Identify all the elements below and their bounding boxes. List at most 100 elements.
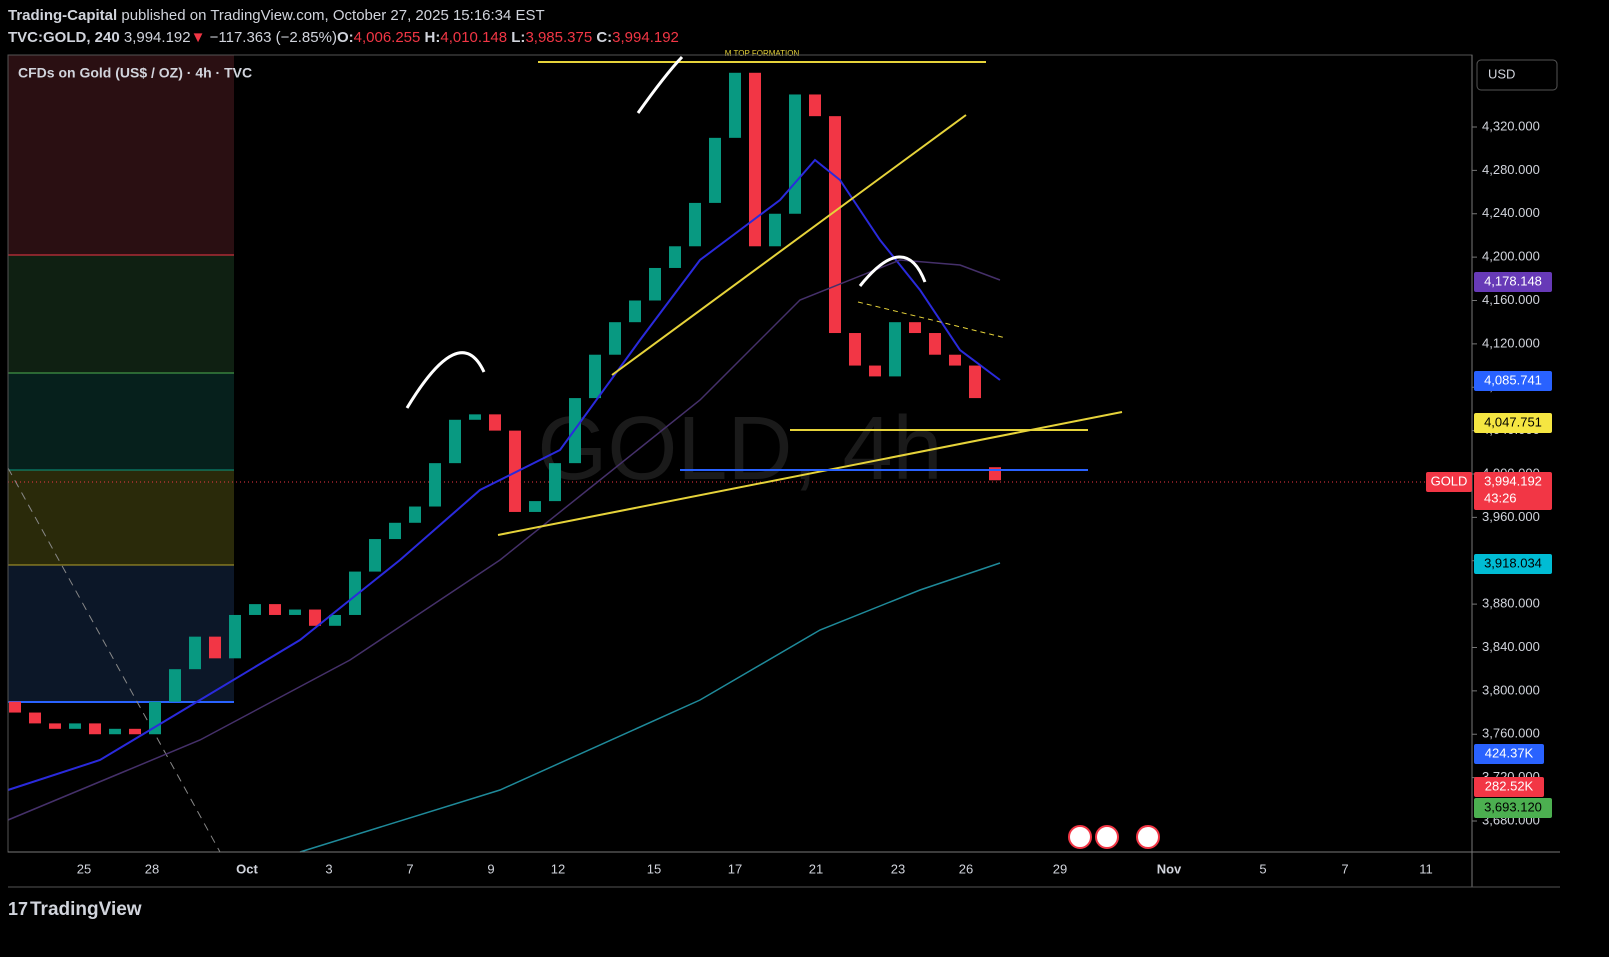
candle-body	[649, 267, 661, 301]
tag	[1474, 744, 1544, 764]
event-icon[interactable]	[1095, 825, 1119, 849]
symbol: TVC:GOLD, 240	[8, 29, 120, 46]
event-icon[interactable]	[1136, 825, 1160, 849]
tag	[1474, 413, 1552, 433]
candle-body	[829, 116, 841, 334]
candle-body	[509, 430, 521, 512]
tag	[1474, 272, 1552, 292]
x-tick-label: 26	[959, 861, 973, 876]
candle-body	[709, 137, 721, 203]
y-tick-label: 3,960.000	[1482, 509, 1540, 524]
candle-body	[289, 609, 301, 615]
candle-body	[369, 539, 381, 572]
candle-body	[789, 94, 801, 214]
tag-text: GOLD	[1431, 473, 1468, 488]
open: 4,006.255	[354, 29, 421, 46]
arc-drawing	[405, 351, 486, 409]
candle-body	[529, 501, 541, 512]
y-tick-label: 4,320.000	[1482, 118, 1540, 133]
x-tick-label: 7	[406, 861, 413, 876]
candle-body	[929, 333, 941, 355]
candle-body	[229, 614, 241, 659]
candle-body	[969, 365, 981, 399]
fib-zone	[8, 565, 234, 702]
author: Trading-Capital	[8, 7, 117, 24]
candle-body	[409, 506, 421, 523]
candle-body	[109, 728, 121, 735]
close: 3,994.192	[612, 29, 679, 46]
tag-text: 4,085.741	[1484, 372, 1542, 387]
x-tick-label: 9	[487, 861, 494, 876]
tag-text: 4,178.148	[1484, 273, 1542, 288]
o-label: O:	[337, 29, 354, 46]
candle-body	[589, 354, 601, 399]
x-tick-label: 25	[77, 861, 91, 876]
candle-body	[889, 322, 901, 377]
candle-body	[329, 614, 341, 626]
candle-body	[269, 604, 281, 615]
ma-line	[7, 259, 1001, 821]
candles	[9, 72, 1001, 735]
published: published on TradingView.com, October 27…	[121, 7, 544, 24]
tag-text: 43:26	[1484, 490, 1517, 505]
candle-body	[249, 604, 261, 615]
trendline	[857, 301, 1007, 339]
logo-mark: 17	[8, 899, 28, 919]
high: 4,010.148	[440, 29, 507, 46]
candle-body	[29, 712, 41, 724]
tag-text: 3,693.120	[1484, 799, 1542, 814]
candle-body	[89, 723, 101, 735]
header-line: TVC:GOLD, 240 3,994.192▼ −117.363 (−2.85…	[8, 29, 679, 46]
annotation: M TOP FORMATION	[725, 49, 800, 58]
fib-diagonal	[7, 467, 221, 853]
watermark: GOLD, 4h	[537, 399, 942, 499]
x-tick-label: 23	[891, 861, 905, 876]
x-tick-label: 12	[551, 861, 565, 876]
candle-body	[489, 414, 501, 431]
candle-body	[429, 463, 441, 507]
x-tick-label: Nov	[1157, 861, 1182, 876]
tag	[1474, 777, 1544, 797]
l-label: L:	[511, 29, 525, 46]
candle-body	[609, 322, 621, 355]
candle-body	[129, 728, 141, 735]
tag	[1474, 554, 1552, 574]
x-tick-label: 15	[647, 861, 661, 876]
event-icon[interactable]	[1068, 825, 1092, 849]
candle-body	[749, 72, 761, 247]
candle-body	[349, 571, 361, 615]
candle-body	[549, 463, 561, 502]
fib-zone	[8, 255, 234, 373]
fib-zone	[8, 373, 234, 470]
candle-body	[669, 246, 681, 268]
candle-body	[449, 419, 461, 464]
x-tick-label: Oct	[236, 861, 258, 876]
fib-zone	[8, 55, 234, 255]
fib-zone	[8, 470, 234, 565]
y-tick-label: 4,160.000	[1482, 292, 1540, 307]
candle-body	[869, 365, 881, 377]
candle-body	[49, 723, 61, 729]
candle-body	[69, 723, 81, 729]
candle-body	[689, 202, 701, 247]
low: 3,985.375	[525, 29, 592, 46]
ma-line	[299, 562, 1001, 853]
candle-body	[849, 333, 861, 366]
c-label: C:	[596, 29, 612, 46]
legend: CFDs on Gold (US$ / OZ) · 4h · TVC	[18, 65, 252, 81]
header-line: Trading-Capital published on TradingView…	[8, 7, 545, 24]
tag-text: 282.52K	[1485, 778, 1534, 793]
candle-body	[949, 354, 961, 366]
last: 3,994.192	[124, 29, 191, 46]
currency-button[interactable]	[1476, 59, 1558, 91]
tag-text: 4,047.751	[1484, 414, 1542, 429]
candle-body	[629, 300, 641, 323]
time-axis: 25 28 Oct 3 7 9 12 15 17 21 23 26 29 Nov 5 7 11	[77, 861, 1433, 876]
trendline	[497, 411, 1123, 536]
tag	[1474, 371, 1552, 391]
candle-body	[389, 522, 401, 540]
x-tick-label: 29	[1053, 861, 1067, 876]
x-tick-label: 7	[1341, 861, 1348, 876]
tag	[1474, 798, 1552, 818]
